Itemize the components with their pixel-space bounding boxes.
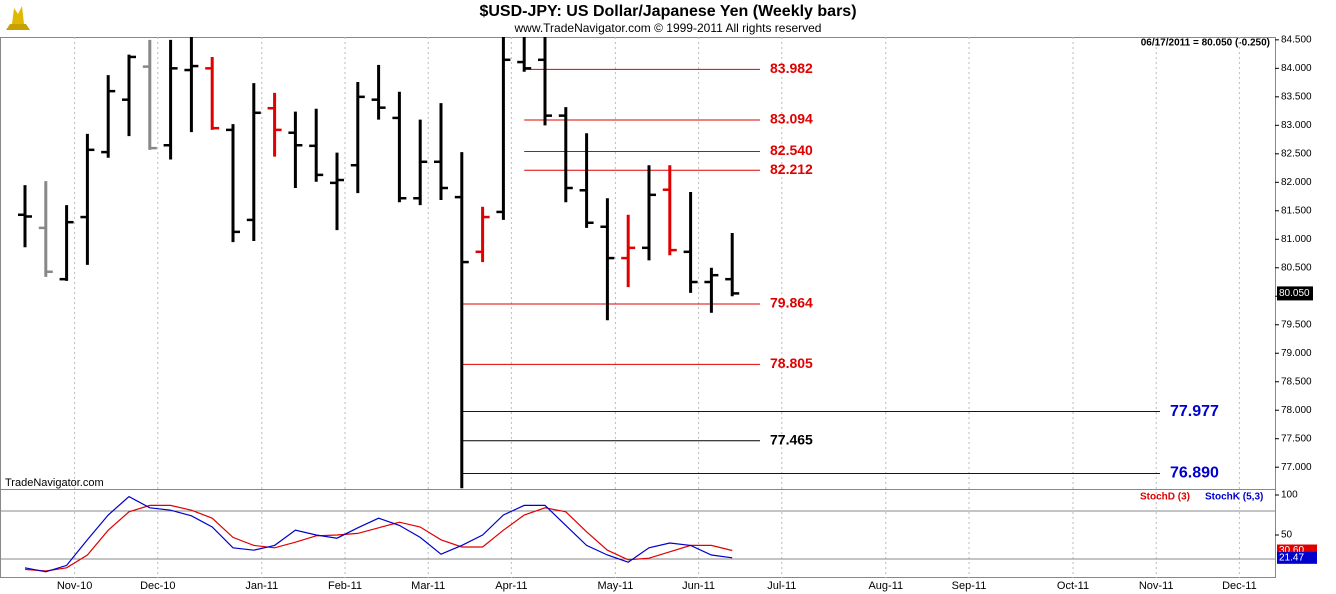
- logo: [6, 6, 30, 30]
- y-tick-label: 79.500: [1281, 319, 1312, 330]
- y-tick-label: 78.500: [1281, 376, 1312, 387]
- chart-title: $USD-JPY: US Dollar/Japanese Yen (Weekly…: [479, 3, 856, 20]
- quote: 06/17/2011 = 80.050 (-0.250): [1141, 38, 1270, 49]
- level-label: 77.465: [770, 431, 813, 447]
- indicator-line: [24, 504, 733, 572]
- legend-entry: StochD (3): [1140, 492, 1190, 503]
- y-tick-label: 83.000: [1281, 120, 1312, 131]
- level-label: 82.540: [770, 142, 813, 158]
- x-tick-label: Nov-10: [57, 580, 92, 592]
- y-tick-label: 83.500: [1281, 91, 1312, 102]
- x-tick-label: Jan-11: [245, 580, 278, 592]
- y-tick-label: 82.000: [1281, 177, 1312, 188]
- y-tick-label: 84.000: [1281, 63, 1312, 74]
- y-tick-label: 100: [1281, 490, 1298, 501]
- x-tick-label: Jul-11: [767, 580, 796, 592]
- x-tick-label: Oct-11: [1057, 580, 1089, 592]
- x-tick-label: Feb-11: [328, 580, 362, 592]
- x-tick-label: Mar-11: [411, 580, 445, 592]
- x-tick-label: May-11: [597, 580, 633, 592]
- x-tick-label: Sep-11: [952, 580, 987, 592]
- x-tick-label: Apr-11: [495, 580, 527, 592]
- last-price-label: 80.050: [1279, 288, 1310, 299]
- level-label: 77.977: [1170, 403, 1219, 420]
- level-label: 82.212: [770, 161, 813, 177]
- y-tick-label: 82.500: [1281, 148, 1312, 159]
- value-tag: [1277, 551, 1317, 564]
- x-tick-label: Aug-11: [868, 580, 903, 592]
- y-tick-label: 84.500: [1281, 34, 1312, 45]
- copyright: www.TradeNavigator.com © 1999-2011 All r…: [514, 21, 822, 35]
- y-tick-label: 77.500: [1281, 433, 1312, 444]
- watermark: TradeNavigator.com: [5, 477, 104, 489]
- x-tick-label: Dec-10: [140, 580, 175, 592]
- y-tick-label: 81.000: [1281, 234, 1312, 245]
- level-label: 76.890: [1170, 465, 1219, 482]
- indicator-panel: [0, 489, 1276, 578]
- y-tick-label: 81.500: [1281, 205, 1312, 216]
- y-tick-label: 80.500: [1281, 262, 1312, 273]
- level-label: 83.982: [770, 60, 813, 76]
- level-label: 79.864: [770, 295, 813, 311]
- level-label: 78.805: [770, 355, 813, 371]
- legend-entry: StochK (5,3): [1205, 492, 1263, 503]
- indicator-line: [24, 495, 733, 573]
- y-tick-label: 79.000: [1281, 348, 1312, 359]
- last-price-tag: [1277, 286, 1313, 301]
- value-tag-label: 30.60: [1279, 545, 1304, 556]
- x-tick-label: Jun-11: [682, 580, 715, 592]
- y-tick-label: 78.000: [1281, 405, 1312, 416]
- level-label: 83.094: [770, 111, 813, 127]
- y-tick-label: 77.000: [1281, 462, 1312, 473]
- x-tick-label: Dec-11: [1222, 580, 1257, 592]
- value-tag-label: 21.47: [1279, 552, 1304, 563]
- x-tick-label: Nov-11: [1139, 580, 1174, 592]
- y-tick-label: 50: [1281, 530, 1293, 541]
